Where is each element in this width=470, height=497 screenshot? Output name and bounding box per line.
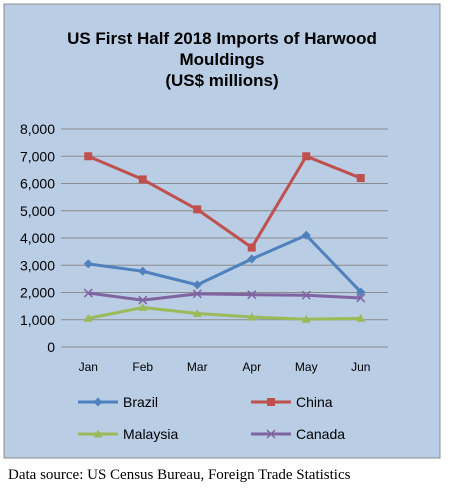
data-point-malaysia xyxy=(83,313,93,322)
series-canada xyxy=(83,288,366,305)
data-point-malaysia xyxy=(247,312,257,321)
data-point-china xyxy=(356,174,365,183)
series-line-brazil xyxy=(88,233,362,293)
data-point-brazil xyxy=(247,254,257,264)
data-point-malaysia xyxy=(138,302,148,311)
legend-item-china: China xyxy=(251,394,333,410)
series-line-china xyxy=(87,154,362,250)
data-point-china xyxy=(84,152,93,161)
chart-title-line-3: (US$ millions) xyxy=(165,71,278,90)
y-tick-label: 3,000 xyxy=(20,257,55,273)
data-point-malaysia xyxy=(192,308,202,317)
data-point-malaysia xyxy=(301,314,311,323)
legend-label: Brazil xyxy=(123,394,158,410)
series-brazil xyxy=(83,230,366,297)
data-point-china xyxy=(193,205,202,214)
chart-area xyxy=(3,3,441,459)
legend-label: Malaysia xyxy=(123,426,178,442)
data-point-canada xyxy=(356,293,366,303)
legend-item-malaysia: Malaysia xyxy=(78,426,178,442)
y-tick-label: 0 xyxy=(47,339,55,355)
legend-marker xyxy=(93,429,103,438)
series-line-canada xyxy=(88,291,361,302)
legend-label: China xyxy=(296,394,333,410)
x-tick-label: Apr xyxy=(242,360,261,374)
legend-item-brazil: Brazil xyxy=(78,394,158,410)
data-point-canada xyxy=(83,288,93,298)
legend: Brazil China Malaysia Canada xyxy=(78,394,345,442)
series-lines xyxy=(83,152,366,323)
data-point-canada xyxy=(247,290,257,300)
data-point-malaysia xyxy=(356,313,366,322)
x-tick-label: Mar xyxy=(187,360,208,374)
data-point-brazil xyxy=(356,287,366,297)
x-tick-label: Jun xyxy=(351,360,370,374)
y-tick-label: 7,000 xyxy=(20,148,55,164)
series-china xyxy=(84,152,365,252)
y-tick-label: 4,000 xyxy=(20,230,55,246)
x-axis-ticks: Jan Feb Mar Apr May Jun xyxy=(79,360,371,374)
data-point-canada xyxy=(192,289,202,299)
data-point-brazil xyxy=(83,259,93,269)
source-note: Data source: US Census Bureau, Foreign T… xyxy=(8,467,351,483)
legend-label: Canada xyxy=(296,426,345,442)
data-point-brazil xyxy=(138,266,148,276)
series-malaysia xyxy=(83,302,366,323)
x-tick-label: Feb xyxy=(132,360,153,374)
legend-marker xyxy=(267,398,275,406)
legend-marker xyxy=(266,429,276,439)
data-point-canada xyxy=(301,290,311,300)
data-point-brazil xyxy=(192,280,202,290)
y-tick-label: 1,000 xyxy=(20,312,55,328)
legend-item-canada: Canada xyxy=(251,426,345,442)
data-point-brazil xyxy=(301,230,311,240)
x-tick-label: Jan xyxy=(79,360,98,374)
data-point-canada xyxy=(138,295,148,305)
chart-title-line-1: US First Half 2018 Imports of Harwood xyxy=(67,29,377,48)
legend-marker xyxy=(93,397,103,407)
y-axis-ticks: 0 1,000 2,000 3,000 4,000 5,000 6,000 7,000 8,00… xyxy=(20,121,55,355)
y-tick-label: 5,000 xyxy=(20,203,55,219)
y-tick-label: 6,000 xyxy=(20,176,55,192)
data-point-china xyxy=(302,152,311,161)
y-tick-label: 8,000 xyxy=(20,121,55,137)
chart-title-line-2: Mouldings xyxy=(180,50,265,69)
y-tick-label: 2,000 xyxy=(20,285,55,301)
data-point-china xyxy=(247,243,256,252)
x-tick-label: May xyxy=(295,360,318,374)
data-point-china xyxy=(138,175,147,184)
series-line-malaysia xyxy=(87,305,361,321)
